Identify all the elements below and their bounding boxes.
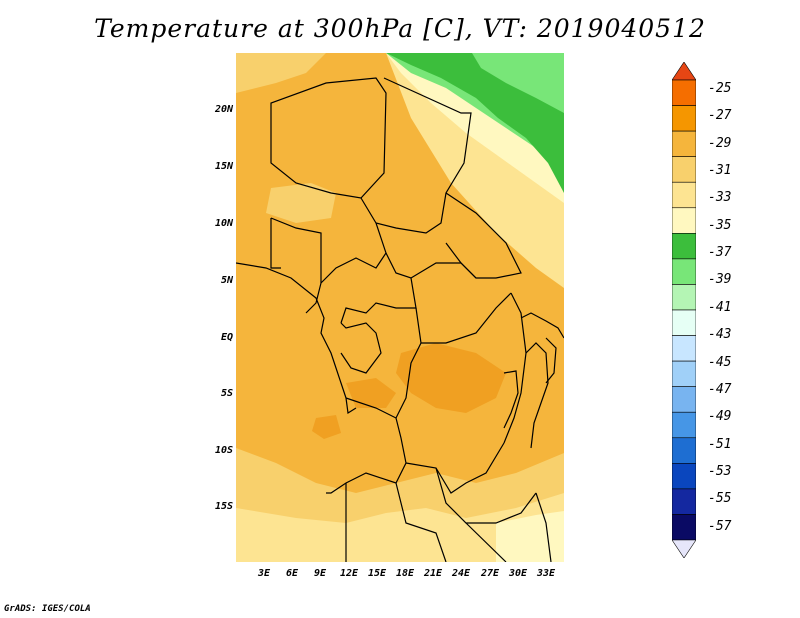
lon-label: 33E xyxy=(536,568,556,579)
lat-label: 10S xyxy=(214,445,233,456)
colorbar-label: -41 xyxy=(708,300,732,315)
lat-label: 10N xyxy=(214,218,233,229)
lon-label: 18E xyxy=(395,568,415,579)
colorbar-segment xyxy=(672,233,696,260)
colorbar-label: -25 xyxy=(708,81,732,96)
colorbar-segment xyxy=(672,207,696,234)
field-center-m27 xyxy=(396,343,506,413)
colorbar-label: -39 xyxy=(708,272,732,287)
colorbar-segment xyxy=(672,105,696,132)
colorbar-label: -37 xyxy=(708,245,732,260)
lon-label: 3E xyxy=(257,568,271,579)
colorbar-label: -53 xyxy=(708,464,732,479)
colorbar-label: -49 xyxy=(708,409,732,424)
lat-label: 5N xyxy=(220,275,233,286)
colorbar-segment xyxy=(672,386,696,413)
lon-label: 27E xyxy=(480,568,500,579)
colorbar-label: -43 xyxy=(708,327,732,342)
lon-label: 21E xyxy=(423,568,443,579)
colorbar-label: -47 xyxy=(708,382,732,397)
colorbar-label: -35 xyxy=(708,218,732,233)
colorbar-label: -27 xyxy=(708,108,732,123)
lon-label: 9E xyxy=(313,568,327,579)
footer-credit: GrADS: IGES/COLA xyxy=(4,604,91,614)
colorbar-bottom-arrow xyxy=(672,539,696,558)
field-west-m31-patch xyxy=(266,183,336,223)
field-ne-m33 xyxy=(386,53,564,288)
colorbar-label: -33 xyxy=(708,190,732,205)
colorbar-segment xyxy=(672,284,696,311)
colorbar-top-arrow xyxy=(672,62,696,81)
colorbar-label: -45 xyxy=(708,355,732,370)
field-west-m31 xyxy=(236,53,326,93)
lat-label: EQ xyxy=(220,332,233,343)
colorbar-segment xyxy=(672,514,696,541)
chart-title: Temperature at 300hPa [C], VT: 201904051… xyxy=(94,14,706,43)
colorbar-label: -29 xyxy=(708,136,732,151)
colorbar-segment xyxy=(672,360,696,387)
lat-label: 15N xyxy=(214,161,233,172)
field-ne-m35 xyxy=(386,53,564,203)
colorbar-segment xyxy=(672,309,696,336)
temperature-map xyxy=(236,53,564,562)
colorbar-segment xyxy=(672,79,696,106)
field-south-m33 xyxy=(236,493,564,562)
lon-label: 6E xyxy=(285,568,299,579)
lat-label: 15S xyxy=(214,501,233,512)
colorbar-segment xyxy=(672,488,696,515)
field-center-m27b xyxy=(346,378,396,408)
colorbar-segment xyxy=(672,437,696,464)
lat-label: 20N xyxy=(214,104,233,115)
field-ne-m39-inner xyxy=(472,53,564,113)
lat-label: 5S xyxy=(220,388,233,399)
colorbar-label: -31 xyxy=(708,163,732,178)
coastline xyxy=(236,262,564,429)
lon-label: 30E xyxy=(508,568,528,579)
colorbar-segment xyxy=(672,130,696,157)
colorbar-label: -55 xyxy=(708,491,732,506)
field-south-m35 xyxy=(496,511,564,562)
colorbar-segment xyxy=(672,181,696,209)
lon-label: 12E xyxy=(339,568,359,579)
field-west-m27 xyxy=(312,415,341,439)
colorbar-segment xyxy=(672,463,696,490)
colorbar-segment xyxy=(672,335,696,362)
colorbar-segment xyxy=(672,411,696,439)
colorbar-label: -51 xyxy=(708,437,732,452)
lon-label: 24E xyxy=(451,568,471,579)
colorbar-segment xyxy=(672,258,696,285)
lon-label: 15E xyxy=(367,568,387,579)
colorbar-label: -57 xyxy=(708,519,732,534)
colorbar xyxy=(672,62,696,558)
colorbar-segment xyxy=(672,156,696,183)
